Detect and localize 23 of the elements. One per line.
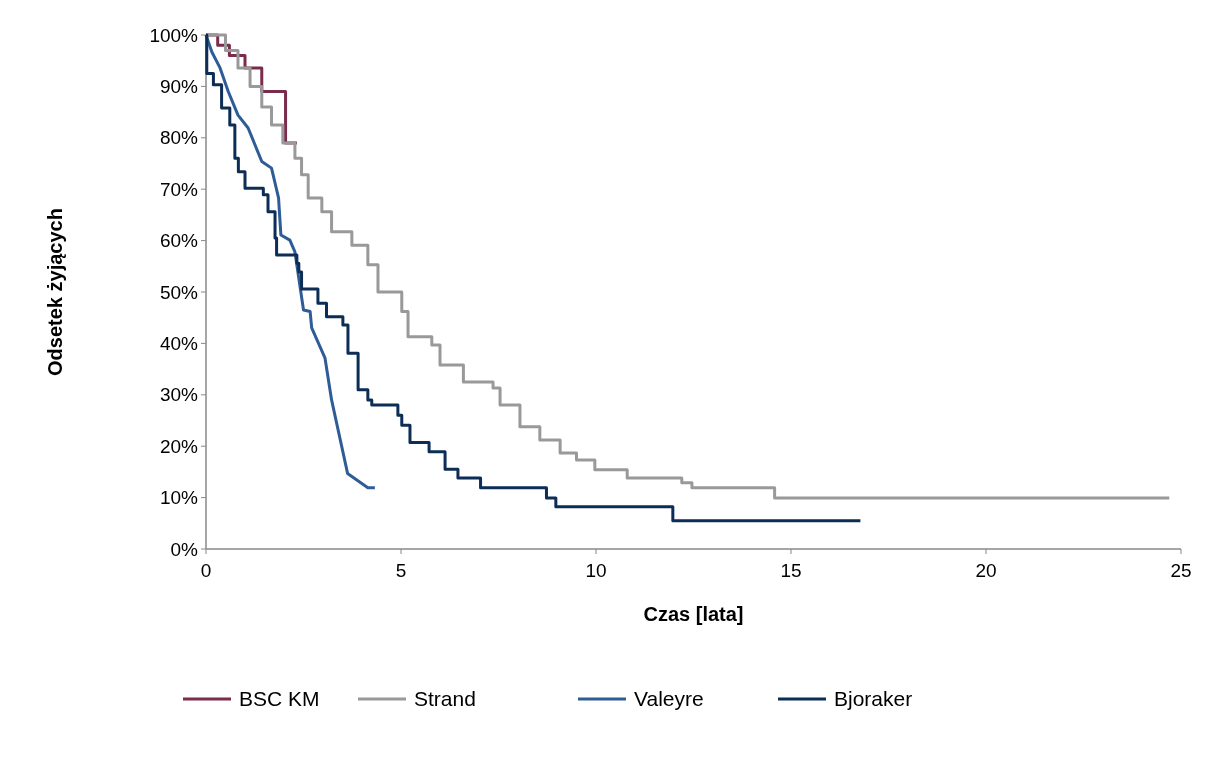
legend-label: Valeyre bbox=[634, 687, 704, 711]
y-tick-label: 40% bbox=[159, 333, 199, 355]
y-tick-label: 0% bbox=[170, 538, 199, 560]
x-tick-label: 25 bbox=[1170, 560, 1192, 581]
x-tick-label: 5 bbox=[395, 560, 407, 581]
legend-label: Strand bbox=[414, 687, 476, 711]
x-tick-label: 15 bbox=[780, 560, 802, 581]
x-tick-label: 0 bbox=[200, 560, 212, 581]
y-tick-label: 30% bbox=[159, 384, 199, 406]
y-axis-title: Odsetek żyjących bbox=[44, 208, 66, 376]
legend-label: BSC KM bbox=[239, 687, 320, 711]
y-tick-label: 50% bbox=[159, 281, 199, 303]
y-tick-label: 100% bbox=[149, 24, 199, 46]
y-tick-label: 80% bbox=[159, 127, 199, 149]
legend-label: Bjoraker bbox=[834, 687, 913, 711]
x-tick-label: 20 bbox=[975, 560, 997, 581]
y-tick-label: 90% bbox=[159, 76, 199, 98]
y-tick-label: 70% bbox=[159, 178, 199, 200]
y-tick-label: 60% bbox=[159, 230, 199, 252]
x-axis-title: Czas [lata] bbox=[643, 603, 744, 625]
y-tick-label: 20% bbox=[159, 435, 199, 457]
y-tick-label: 10% bbox=[159, 487, 199, 509]
x-tick-label: 10 bbox=[585, 560, 607, 581]
